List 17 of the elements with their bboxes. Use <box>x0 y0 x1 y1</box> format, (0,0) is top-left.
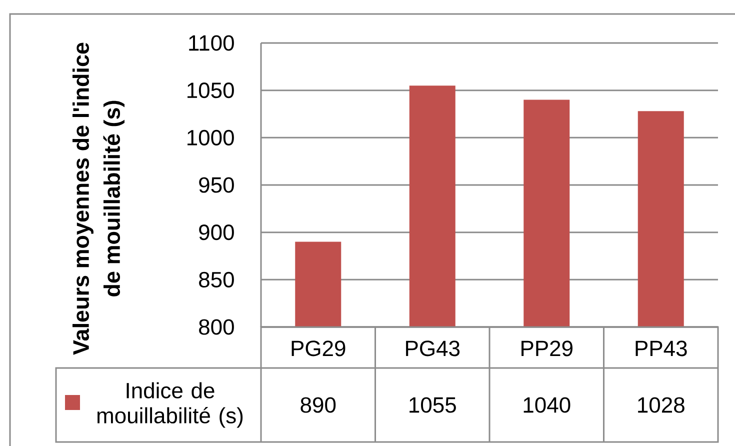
y-tick-label: 1050 <box>188 82 234 98</box>
legend-label: Indice de mouillabilité (s) <box>98 382 243 428</box>
y-tick-label: 900 <box>199 224 234 240</box>
x-tick-label: PG43 <box>406 340 460 356</box>
y-tick-label: 850 <box>199 272 234 288</box>
y-axis-title: Valeurs moyennes de l'indice de mouillabilité (s) <box>72 42 124 355</box>
x-tick-label: PP29 <box>522 340 572 356</box>
x-tick-label: PG29 <box>292 340 346 356</box>
y-tick-label: 800 <box>199 319 234 335</box>
x-tick-label: PP43 <box>636 340 687 356</box>
data-label: 1055 <box>410 397 456 413</box>
y-tick-label: 1100 <box>189 35 234 51</box>
data-label: 890 <box>300 397 336 413</box>
data-label: 1040 <box>524 397 570 413</box>
data-label: 1028 <box>638 397 684 413</box>
y-tick-label: 1000 <box>188 130 234 146</box>
y-tick-label: 950 <box>199 177 234 193</box>
